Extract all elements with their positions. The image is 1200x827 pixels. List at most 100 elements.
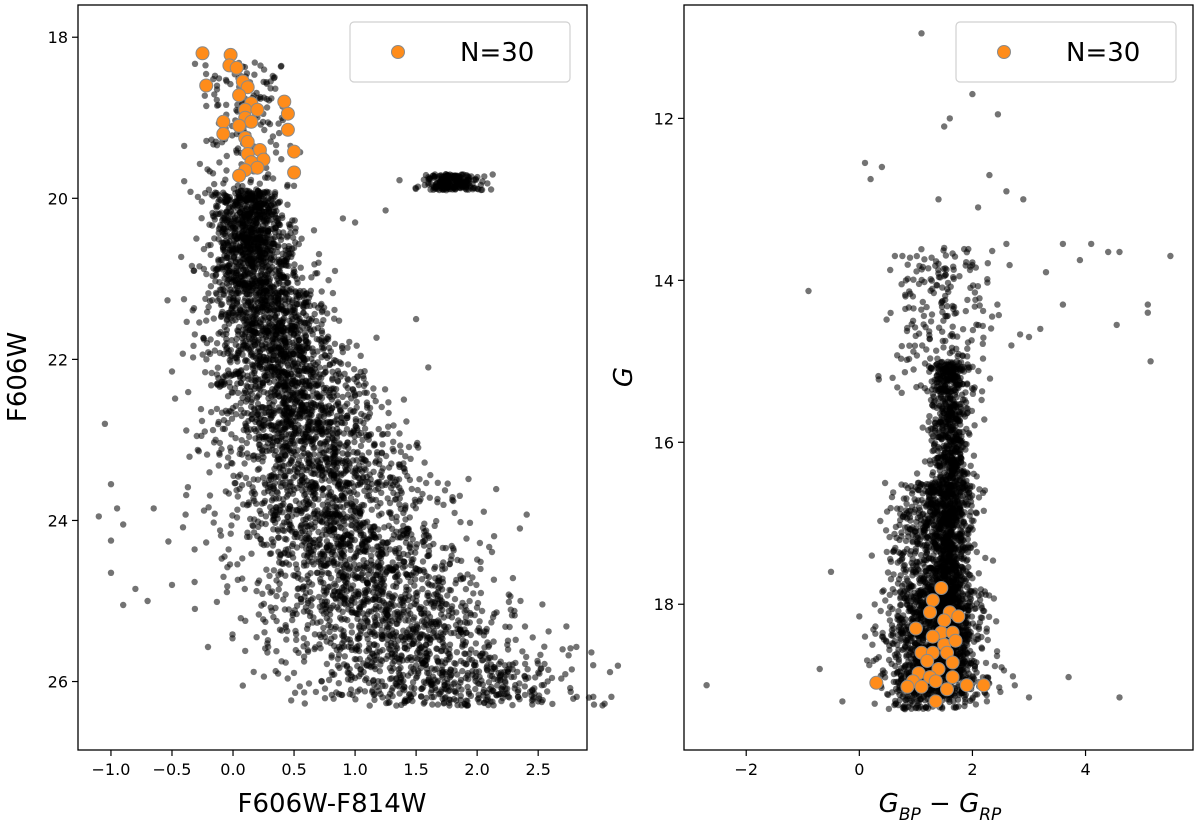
left-data-point [250, 476, 257, 483]
left-data-point [363, 576, 370, 583]
left-data-point [360, 660, 367, 667]
left-data-point [290, 669, 298, 677]
left-data-point [365, 536, 373, 543]
left-data-point [212, 278, 219, 285]
left-data-point [264, 637, 272, 644]
left-data-point [252, 380, 259, 387]
left-data-point [304, 599, 312, 606]
left-data-point [446, 560, 453, 567]
left-data-point [464, 683, 471, 691]
left-data-point [281, 386, 289, 394]
left-data-point [271, 368, 278, 375]
left-data-point [257, 414, 264, 421]
left-data-point [179, 350, 186, 357]
left-data-point [306, 612, 314, 620]
left-data-point [291, 391, 299, 398]
left-data-point [410, 556, 417, 563]
left-data-point [486, 543, 493, 551]
left-data-point [241, 460, 248, 467]
left-data-point [462, 639, 470, 646]
left-data-point [408, 684, 415, 691]
left-data-point [334, 367, 342, 375]
left-data-point [234, 493, 241, 500]
left-data-point [406, 544, 413, 551]
left-data-point [343, 561, 350, 568]
left-data-point [329, 368, 336, 375]
left-data-point [210, 315, 217, 322]
left-data-point [313, 382, 320, 389]
left-data-point [261, 629, 268, 636]
left-data-point [395, 554, 402, 561]
left-data-point [207, 251, 214, 259]
left-data-point [480, 508, 487, 515]
left-data-point [363, 389, 370, 396]
left-data-point [480, 686, 488, 694]
left-data-point [224, 463, 231, 470]
left-data-point [381, 524, 388, 531]
left-data-point [206, 492, 214, 499]
left-data-point [270, 567, 278, 574]
left-data-point [300, 309, 307, 316]
left-data-point [323, 538, 331, 545]
left-data-point [411, 654, 419, 662]
left-data-point [331, 445, 338, 452]
left-data-point [464, 669, 472, 677]
left-data-point [399, 564, 407, 571]
left-data-point [323, 660, 331, 668]
left-data-point [372, 656, 380, 664]
left-data-point [227, 448, 235, 455]
left-data-point [266, 550, 274, 557]
left-data-point [429, 701, 436, 708]
left-data-point [234, 506, 241, 513]
left-data-point [299, 430, 306, 437]
left-data-point [253, 587, 260, 595]
left-data-point [232, 479, 239, 487]
left-data-point [272, 604, 279, 612]
left-data-point [472, 672, 480, 680]
left-data-point [431, 591, 438, 598]
left-data-point [261, 497, 269, 505]
left-data-point [311, 510, 318, 517]
left-data-point [451, 509, 458, 517]
left-data-point [353, 526, 360, 533]
left-data-point [476, 618, 483, 625]
left-data-point [442, 600, 449, 608]
left-data-point [315, 528, 322, 536]
left-data-point [348, 646, 356, 654]
left-data-point [237, 615, 244, 622]
left-data-point [266, 404, 273, 411]
left-data-point [329, 289, 337, 297]
left-data-point [191, 605, 199, 613]
left-data-point [379, 694, 386, 701]
left-data-point [326, 361, 334, 368]
left-data-point [311, 444, 318, 451]
left-data-point [327, 639, 334, 647]
left-data-point [281, 606, 289, 613]
left-data-point [488, 683, 495, 691]
left-data-point [352, 572, 359, 579]
left-data-point [434, 499, 441, 506]
left-data-point [475, 186, 482, 193]
left-data-point [300, 658, 308, 665]
left-data-point [401, 644, 409, 652]
left-data-point [395, 666, 402, 673]
left-data-point [260, 285, 268, 292]
left-data-point [325, 676, 333, 684]
left-data-point [290, 331, 297, 339]
left-data-point [347, 596, 355, 604]
left-data-point [387, 509, 394, 516]
left-data-point [253, 634, 260, 641]
left-data-point [514, 693, 522, 700]
left-data-point [379, 617, 387, 625]
left-data-point [224, 583, 231, 590]
left-data-point [302, 332, 309, 339]
left-data-point [354, 373, 361, 380]
left-data-point [265, 643, 272, 651]
left-data-point [214, 364, 222, 371]
left-data-point [475, 694, 482, 702]
left-data-point [320, 552, 328, 559]
left-data-point [317, 406, 325, 414]
left-data-point [402, 594, 409, 602]
left-data-point [537, 651, 544, 658]
left-data-point [310, 227, 318, 234]
